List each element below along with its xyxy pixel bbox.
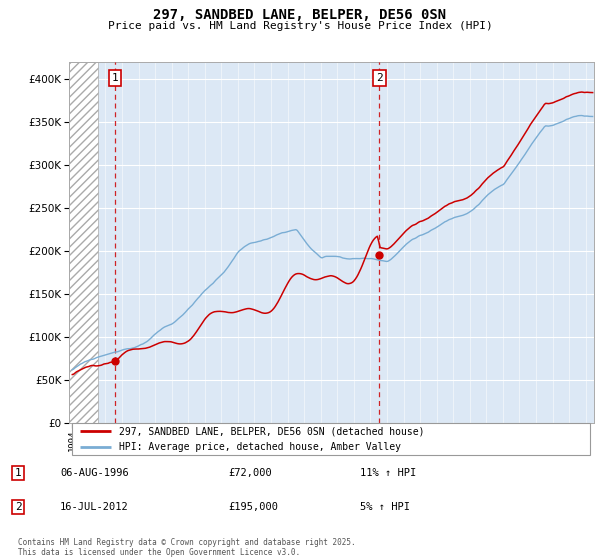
Text: HPI: Average price, detached house, Amber Valley: HPI: Average price, detached house, Ambe… xyxy=(119,442,401,452)
Text: 297, SANDBED LANE, BELPER, DE56 0SN (detached house): 297, SANDBED LANE, BELPER, DE56 0SN (det… xyxy=(119,426,424,436)
Bar xyxy=(69,62,98,423)
Text: 2: 2 xyxy=(376,73,383,83)
Text: 5% ↑ HPI: 5% ↑ HPI xyxy=(360,502,410,512)
Text: Price paid vs. HM Land Registry's House Price Index (HPI): Price paid vs. HM Land Registry's House … xyxy=(107,21,493,31)
Text: 11% ↑ HPI: 11% ↑ HPI xyxy=(360,468,416,478)
Text: 1: 1 xyxy=(14,468,22,478)
Text: Contains HM Land Registry data © Crown copyright and database right 2025.
This d: Contains HM Land Registry data © Crown c… xyxy=(18,538,356,557)
Text: 297, SANDBED LANE, BELPER, DE56 0SN: 297, SANDBED LANE, BELPER, DE56 0SN xyxy=(154,8,446,22)
Text: £72,000: £72,000 xyxy=(228,468,272,478)
Text: 2: 2 xyxy=(14,502,22,512)
Text: 1: 1 xyxy=(112,73,119,83)
FancyBboxPatch shape xyxy=(71,423,590,455)
Text: £195,000: £195,000 xyxy=(228,502,278,512)
Text: 06-AUG-1996: 06-AUG-1996 xyxy=(60,468,129,478)
Text: 16-JUL-2012: 16-JUL-2012 xyxy=(60,502,129,512)
